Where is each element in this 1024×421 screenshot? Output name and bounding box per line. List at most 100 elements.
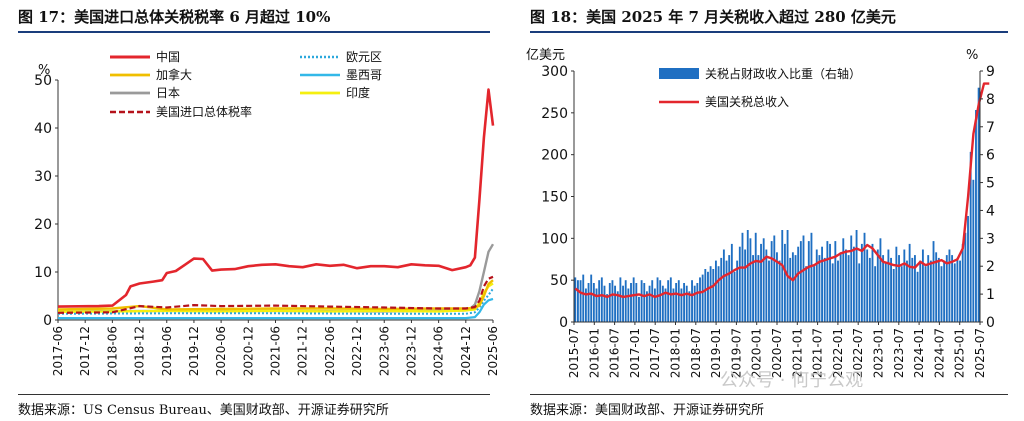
right-bar xyxy=(744,249,747,322)
right-bar xyxy=(696,283,699,322)
right-bar xyxy=(858,263,861,322)
right-bar xyxy=(943,260,946,322)
right-x-tick-label: 2016-01 xyxy=(587,328,601,378)
right-bar xyxy=(680,288,683,322)
right-bar xyxy=(606,294,609,322)
left-x-tick-label: 2023-12 xyxy=(404,326,418,376)
right-bar xyxy=(953,263,956,322)
right-bar xyxy=(630,283,632,322)
right-bar xyxy=(895,246,898,322)
right-bar xyxy=(837,260,839,322)
right-bar xyxy=(624,280,627,322)
right-x-tick-label: 2025-07 xyxy=(973,328,987,378)
right-bar xyxy=(603,285,606,322)
right-bar xyxy=(831,263,834,322)
right-bar xyxy=(656,277,659,322)
left-chart-source: 数据来源：US Census Bureau、美国财政部、开源证券研究所 xyxy=(18,403,389,418)
right-bar xyxy=(677,280,680,322)
left-x-tick-label: 2019-12 xyxy=(187,326,201,376)
left-legend-label: 加拿大 xyxy=(156,67,192,82)
right-x-tick-label: 2017-01 xyxy=(628,328,642,378)
left-y-tick-label: 0 xyxy=(43,313,52,329)
right-x-tick-label: 2019-07 xyxy=(729,328,743,378)
right-bar xyxy=(579,280,582,322)
right-bar xyxy=(712,269,715,322)
right-legend-label-line: 美国关税总收入 xyxy=(705,95,789,109)
right-bar xyxy=(752,255,754,322)
left-x-tick-label: 2017-12 xyxy=(78,326,92,376)
right-bar xyxy=(908,243,911,322)
right-bar xyxy=(829,243,831,322)
right-bar xyxy=(709,266,712,322)
right-bar xyxy=(675,283,678,322)
right-y-axis-label-right: % xyxy=(966,48,978,63)
right-bar xyxy=(945,255,948,322)
right-bar xyxy=(937,257,940,322)
right-bar xyxy=(871,243,874,322)
right-bar xyxy=(685,285,688,322)
right-bar xyxy=(672,288,675,322)
right-bar xyxy=(701,274,704,322)
right-x-tick-label: 2019-01 xyxy=(709,328,723,378)
right-bar xyxy=(736,260,739,322)
left-x-tick-label: 2024-12 xyxy=(459,326,473,376)
right-bar xyxy=(632,277,635,322)
right-bar xyxy=(834,241,837,322)
right-bar xyxy=(646,291,648,322)
right-x-tick-label: 2020-01 xyxy=(750,328,764,378)
right-bar xyxy=(799,241,802,322)
right-bar xyxy=(852,246,855,322)
right-bar xyxy=(765,249,768,322)
right-bar xyxy=(935,252,938,322)
right-chart: 0 50 100 150 200 250 300 0 1 2 3 4 5 6 7 8 9 亿美元 % 2015-07 2… xyxy=(526,48,995,378)
right-bar xyxy=(728,255,731,322)
right-bar xyxy=(951,255,954,322)
right-bar xyxy=(975,110,977,322)
right-bar xyxy=(574,277,577,322)
right-bar xyxy=(810,232,813,322)
right-bar xyxy=(956,257,959,322)
right-y-tick-label-right: 3 xyxy=(986,231,995,247)
right-y-tick-label-right: 7 xyxy=(986,120,995,136)
right-bar xyxy=(773,235,776,322)
right-bar xyxy=(768,260,770,322)
right-bar xyxy=(733,271,736,322)
right-bar xyxy=(627,288,630,322)
right-bar xyxy=(900,266,903,322)
right-bar xyxy=(961,243,964,322)
right-bar xyxy=(874,266,877,322)
right-bar xyxy=(924,266,927,322)
right-bar xyxy=(876,249,879,322)
right-bar xyxy=(582,274,585,322)
right-y-axis-label-left: 亿美元 xyxy=(526,48,565,63)
right-bar xyxy=(797,246,800,322)
right-bar xyxy=(640,280,643,322)
right-bar xyxy=(611,280,614,322)
right-source-rule xyxy=(530,394,1008,395)
right-y-tick-label-right: 1 xyxy=(986,287,995,303)
left-x-tick-label: 2024-06 xyxy=(432,326,446,376)
right-bar xyxy=(661,285,664,322)
right-bar xyxy=(805,266,808,322)
right-bar xyxy=(691,280,693,322)
right-y-tick-label-right: 5 xyxy=(986,176,995,192)
right-bar xyxy=(847,255,850,322)
right-bar xyxy=(916,271,919,322)
right-bar xyxy=(821,246,823,322)
right-bar xyxy=(898,255,900,322)
right-bar xyxy=(839,252,842,322)
right-bar xyxy=(757,255,760,322)
right-y-tick-label-right: 8 xyxy=(986,92,995,108)
right-bar xyxy=(850,235,853,322)
right-bar xyxy=(892,269,895,322)
right-bar xyxy=(730,243,733,322)
right-bar xyxy=(648,285,651,322)
right-revenue-line xyxy=(574,82,990,299)
left-x-tick-label: 2019-06 xyxy=(160,326,174,376)
right-legend-label-bar: 关税占财政收入比重（右轴） xyxy=(705,66,861,81)
right-bar xyxy=(927,255,930,322)
right-x-tick-label: 2015-07 xyxy=(567,328,581,378)
right-x-tick-label: 2022-07 xyxy=(851,328,865,378)
right-bar xyxy=(882,255,885,322)
left-source-rule xyxy=(18,394,490,395)
